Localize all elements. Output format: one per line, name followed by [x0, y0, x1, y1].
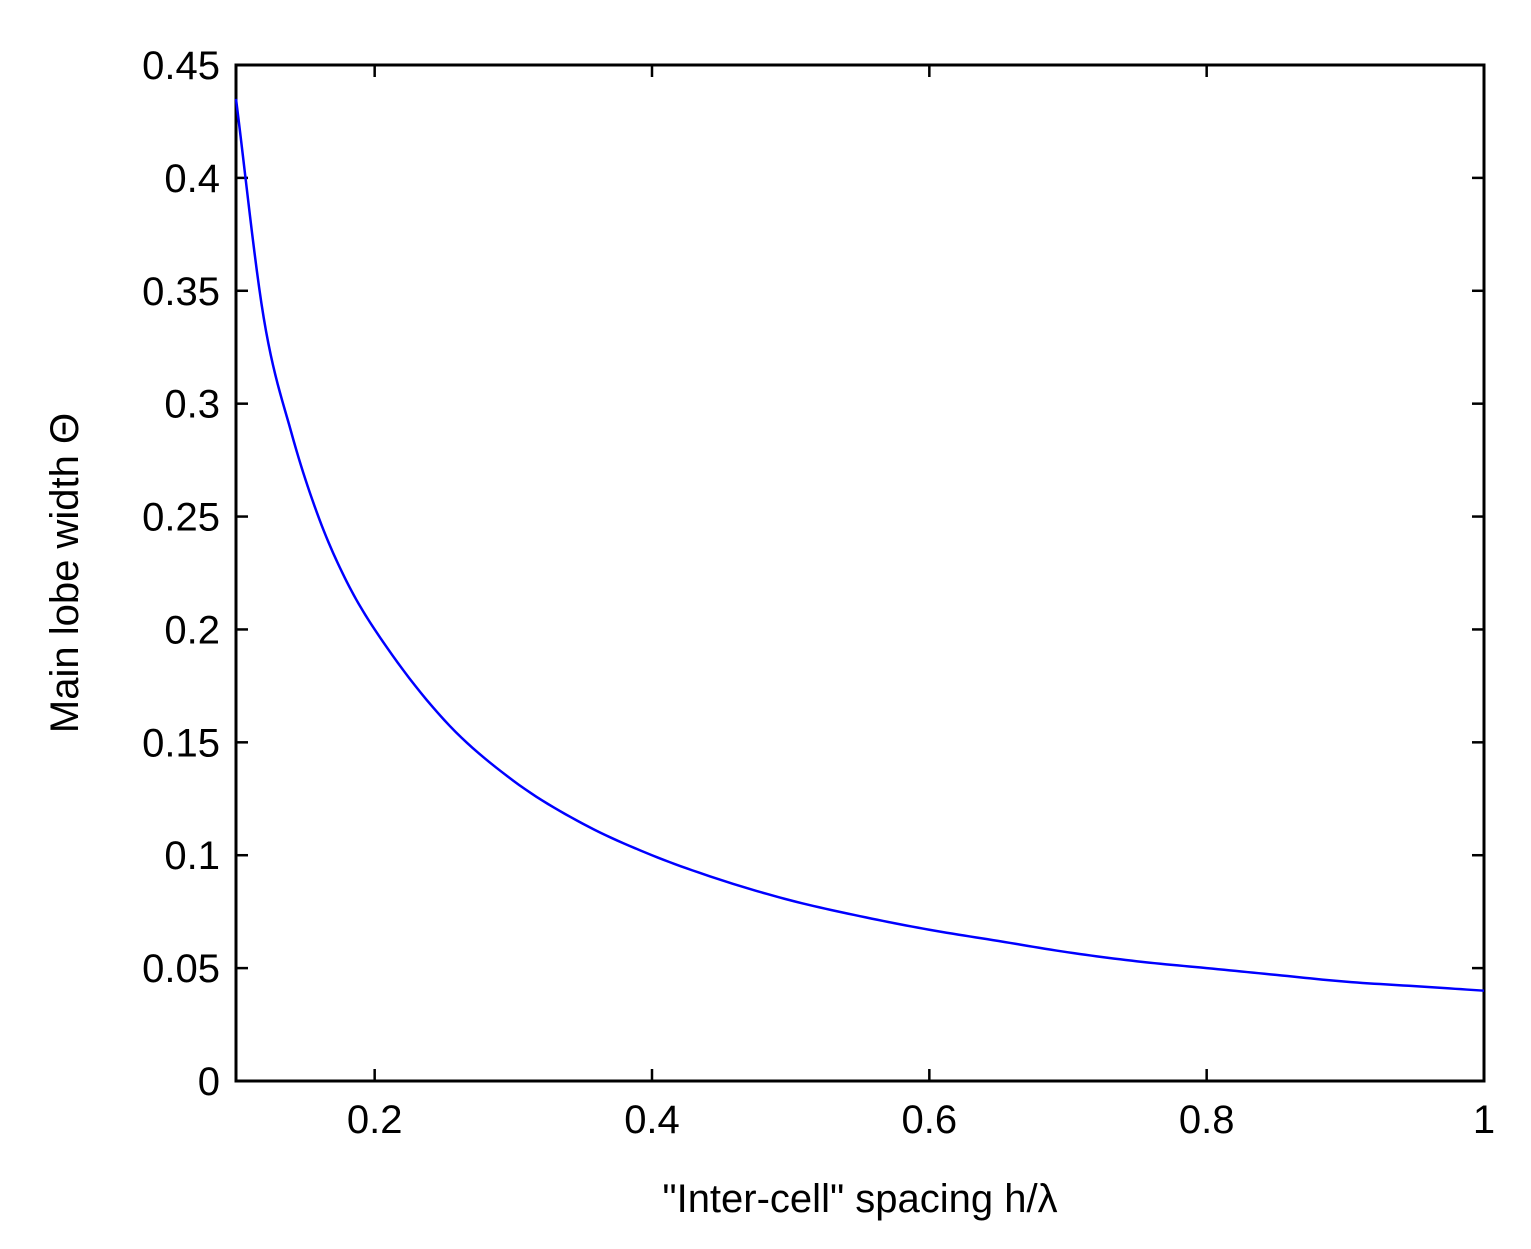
- y-tick-label: 0.45: [142, 44, 220, 88]
- plot-area: [236, 65, 1484, 1081]
- x-axis-label: "Inter-cell" spacing h/λ: [662, 1177, 1057, 1221]
- y-tick-label: 0.1: [164, 834, 220, 878]
- x-tick-label: 1: [1473, 1098, 1495, 1142]
- x-tick-label: 0.2: [347, 1098, 403, 1142]
- y-tick-label: 0.15: [142, 721, 220, 765]
- y-tick-label: 0.4: [164, 157, 220, 201]
- y-tick-label: 0.05: [142, 947, 220, 991]
- y-tick-label: 0.2: [164, 608, 220, 652]
- y-tick-label: 0: [198, 1060, 220, 1104]
- y-tick-label: 0.25: [142, 496, 220, 540]
- x-tick-label: 0.4: [624, 1098, 680, 1142]
- y-tick-label: 0.3: [164, 383, 220, 427]
- x-tick-label: 0.6: [902, 1098, 958, 1142]
- x-tick-labels: 0.2 0.4 0.6 0.8 1: [347, 1098, 1495, 1142]
- y-tick-label: 0.35: [142, 270, 220, 314]
- x-tick-label: 0.8: [1179, 1098, 1235, 1142]
- y-axis-label: Main lobe width Θ: [43, 413, 87, 733]
- y-tick-labels: 0 0.05 0.1 0.15 0.2 0.25 0.3 0.35 0.4 0.45: [142, 44, 220, 1104]
